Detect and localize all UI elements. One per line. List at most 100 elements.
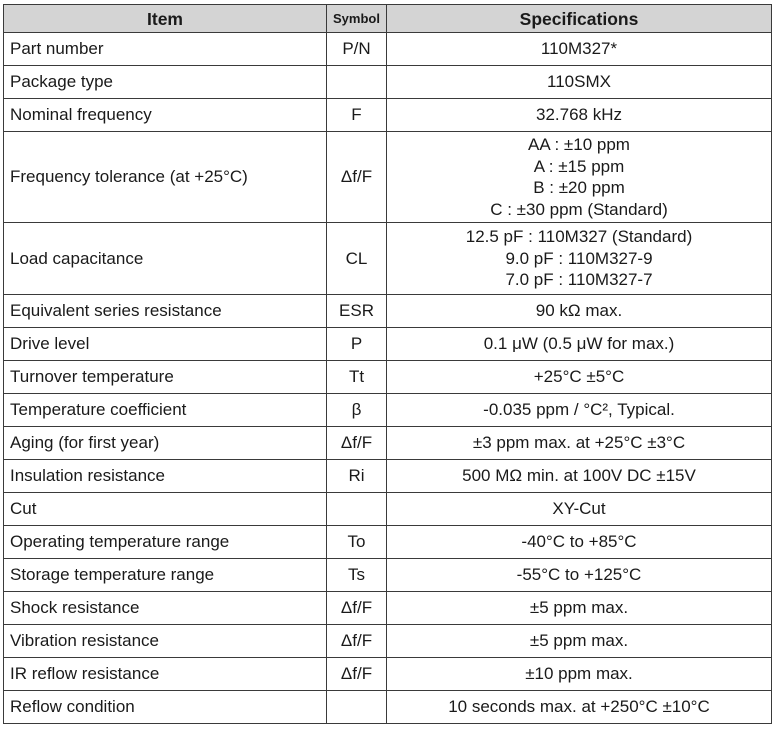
specification-value: +25°C ±5°C bbox=[533, 367, 625, 387]
specification-value: C : ±30 ppm (Standard) bbox=[490, 199, 668, 219]
row-specification: -0.035 ppm / °C², Typical. bbox=[386, 393, 772, 427]
table-row: Drive level P 0.1 μW (0.5 μW for max.) bbox=[3, 327, 772, 361]
row-specification: 12.5 pF : 110M327 (Standard) 9.0 pF : 110… bbox=[386, 222, 772, 295]
specification-value: AA : ±10 ppm bbox=[528, 135, 630, 154]
row-symbol: Δf/F bbox=[326, 591, 387, 625]
table-row: Storage temperature range Ts -55°C to +125… bbox=[3, 558, 772, 592]
row-symbol: β bbox=[326, 393, 387, 427]
table-row: Package type 110SMX bbox=[3, 65, 772, 99]
row-specification: 32.768 kHz bbox=[386, 98, 772, 132]
row-symbol: P bbox=[326, 327, 387, 361]
row-specification: 110M327* bbox=[386, 32, 772, 66]
row-specification: XY-Cut bbox=[386, 492, 772, 526]
row-symbol: F bbox=[326, 98, 387, 132]
row-symbol bbox=[326, 65, 387, 99]
specification-value: 32.768 kHz bbox=[536, 105, 622, 125]
table-row: Equivalent series resistance ESR 90 kΩ max… bbox=[3, 294, 772, 328]
row-item: Reflow condition bbox=[3, 690, 327, 724]
row-item: Part number bbox=[3, 32, 327, 66]
row-item: IR reflow resistance bbox=[3, 657, 327, 691]
specification-value: XY-Cut bbox=[552, 499, 606, 519]
specification-value: -55°C to +125°C bbox=[516, 565, 642, 585]
row-symbol: Tt bbox=[326, 360, 387, 394]
table-row: Temperature coefficient β -0.035 ppm / °C²… bbox=[3, 393, 772, 427]
row-symbol: ESR bbox=[326, 294, 387, 328]
specification-value: -0.035 ppm / °C², Typical. bbox=[483, 400, 675, 420]
row-item: Cut bbox=[3, 492, 327, 526]
row-specification: ±3 ppm max. at +25°C ±3°C bbox=[386, 426, 772, 460]
row-symbol: Δf/F bbox=[326, 426, 387, 460]
specification-value: 10 seconds max. at +250°C ±10°C bbox=[448, 697, 710, 717]
row-specification: -55°C to +125°C bbox=[386, 558, 772, 592]
header-symbol: Symbol bbox=[326, 4, 387, 33]
row-item: Drive level bbox=[3, 327, 327, 361]
specification-value: ±5 ppm max. bbox=[529, 598, 629, 618]
row-item: Temperature coefficient bbox=[3, 393, 327, 427]
table-row: IR reflow resistance Δf/F ±10 ppm max. bbox=[3, 657, 772, 691]
row-item: Nominal frequency bbox=[3, 98, 327, 132]
row-item: Aging (for first year) bbox=[3, 426, 327, 460]
table-row: Vibration resistance Δf/F ±5 ppm max. bbox=[3, 624, 772, 658]
row-item: Equivalent series resistance bbox=[3, 294, 327, 328]
row-item: Operating temperature range bbox=[3, 525, 327, 559]
table-header-row: Item Symbol Specifications bbox=[3, 4, 772, 33]
specification-value: -40°C to +85°C bbox=[521, 532, 637, 552]
row-specification: 0.1 μW (0.5 μW for max.) bbox=[386, 327, 772, 361]
header-item: Item bbox=[3, 4, 327, 33]
row-symbol: Ri bbox=[326, 459, 387, 493]
row-item: Turnover temperature bbox=[3, 360, 327, 394]
row-item: Vibration resistance bbox=[3, 624, 327, 658]
table-row: Aging (for first year) Δf/F ±3 ppm max. at… bbox=[3, 426, 772, 460]
row-symbol: Δf/F bbox=[326, 624, 387, 658]
row-item: Insulation resistance bbox=[3, 459, 327, 493]
specification-value: 110SMX bbox=[547, 72, 611, 92]
row-specification: ±5 ppm max. bbox=[386, 591, 772, 625]
row-specification: ±5 ppm max. bbox=[386, 624, 772, 658]
specification-value: 110M327* bbox=[540, 39, 618, 59]
specification-value: A : ±15 ppm bbox=[533, 156, 625, 176]
specification-value: 7.0 pF : 110M327-7 bbox=[505, 270, 653, 290]
row-item: Package type bbox=[3, 65, 327, 99]
table-row: Shock resistance Δf/F ±5 ppm max. bbox=[3, 591, 772, 625]
row-specification: 110SMX bbox=[386, 65, 772, 99]
table-row: Reflow condition 10 seconds max. at +250°… bbox=[3, 690, 772, 724]
specification-value: B : ±20 ppm bbox=[533, 178, 625, 197]
row-symbol: Δf/F bbox=[326, 131, 387, 223]
table-row: Nominal frequency F 32.768 kHz bbox=[3, 98, 772, 132]
row-item: Shock resistance bbox=[3, 591, 327, 625]
row-specification: 500 MΩ min. at 100V DC ±15V bbox=[386, 459, 772, 493]
table-body: Part number P/N 110M327* Package type 110SMX… bbox=[3, 32, 772, 724]
row-symbol bbox=[326, 492, 387, 526]
row-specification: 90 kΩ max. bbox=[386, 294, 772, 328]
row-specification: +25°C ±5°C bbox=[386, 360, 772, 394]
specifications-table: Item Symbol Specifications Part number P/… bbox=[3, 4, 772, 724]
specification-value: 90 kΩ max. bbox=[535, 301, 623, 321]
table-row: Part number P/N 110M327* bbox=[3, 32, 772, 66]
table-row: Load capacitance CL 12.5 pF : 110M327 (Sta… bbox=[3, 222, 772, 295]
row-item: Storage temperature range bbox=[3, 558, 327, 592]
table-row: Frequency tolerance (at +25°C) Δf/F AA : ±… bbox=[3, 131, 772, 223]
table-row: Cut XY-Cut bbox=[3, 492, 772, 526]
row-specification: AA : ±10 ppm A : ±15 ppm B : ±20 ppm C : ±3… bbox=[386, 131, 772, 223]
row-specification: 10 seconds max. at +250°C ±10°C bbox=[386, 690, 772, 724]
specification-value: ±3 ppm max. at +25°C ±3°C bbox=[472, 433, 686, 453]
row-item: Frequency tolerance (at +25°C) bbox=[3, 131, 327, 223]
row-symbol: Ts bbox=[326, 558, 387, 592]
specification-value: ±5 ppm max. bbox=[529, 631, 629, 651]
row-symbol bbox=[326, 690, 387, 724]
row-symbol: Δf/F bbox=[326, 657, 387, 691]
row-symbol: To bbox=[326, 525, 387, 559]
specification-value: 0.1 μW (0.5 μW for max.) bbox=[483, 334, 675, 354]
row-specification: ±10 ppm max. bbox=[386, 657, 772, 691]
table-row: Operating temperature range To -40°C to +8… bbox=[3, 525, 772, 559]
row-specification: -40°C to +85°C bbox=[386, 525, 772, 559]
table-row: Turnover temperature Tt +25°C ±5°C bbox=[3, 360, 772, 394]
specification-value: ±10 ppm max. bbox=[525, 664, 633, 684]
specification-value: 9.0 pF : 110M327-9 bbox=[505, 248, 653, 268]
row-item: Load capacitance bbox=[3, 222, 327, 295]
specification-value: 500 MΩ min. at 100V DC ±15V bbox=[462, 466, 696, 486]
table-row: Insulation resistance Ri 500 MΩ min. at 10… bbox=[3, 459, 772, 493]
row-symbol: P/N bbox=[326, 32, 387, 66]
row-symbol: CL bbox=[326, 222, 387, 295]
header-specifications: Specifications bbox=[386, 4, 772, 33]
